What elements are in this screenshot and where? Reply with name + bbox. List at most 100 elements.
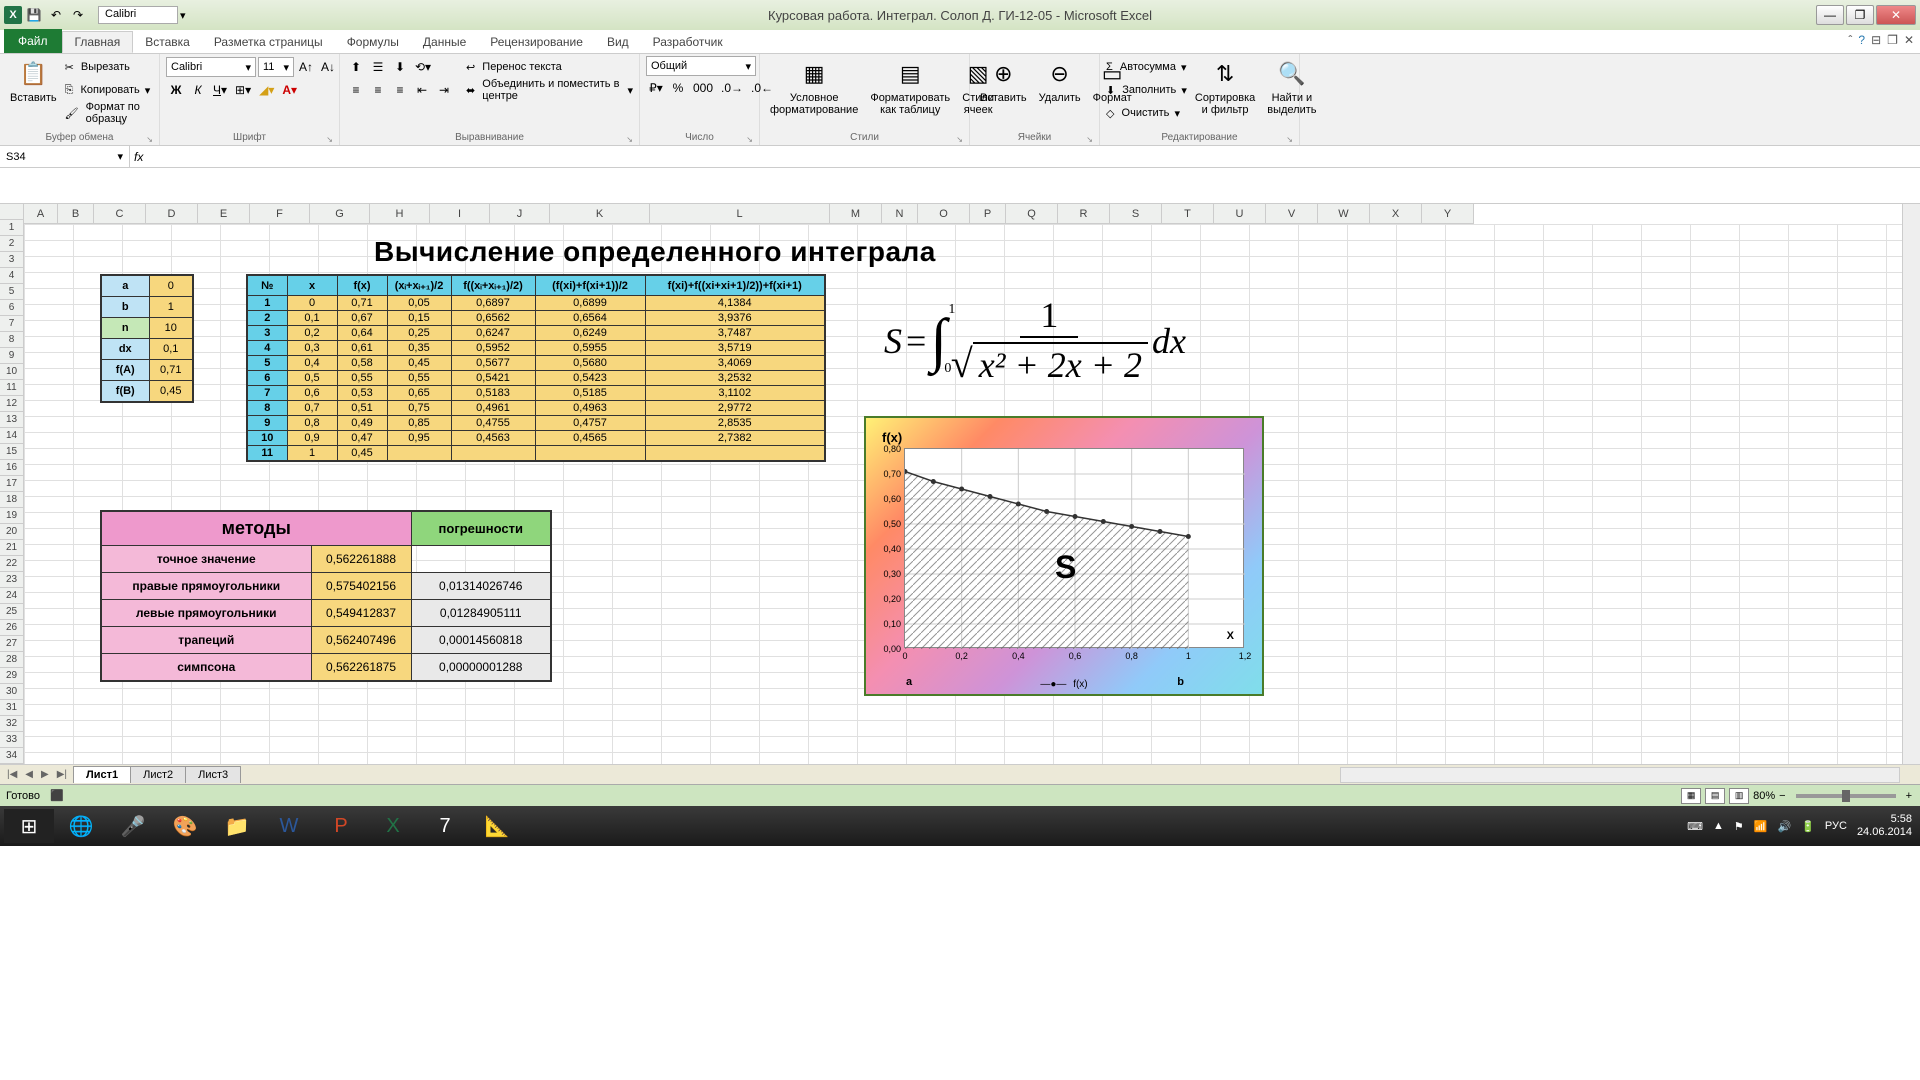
align-left-icon[interactable]: ≡ bbox=[346, 80, 366, 100]
tray-clock[interactable]: 5:58 24.06.2014 bbox=[1857, 813, 1912, 839]
row-header[interactable]: 29 bbox=[0, 668, 24, 684]
select-all-corner[interactable] bbox=[0, 204, 24, 220]
currency-icon[interactable]: ₽▾ bbox=[646, 78, 666, 98]
fx-icon[interactable]: fx bbox=[134, 150, 143, 164]
zoom-out-icon[interactable]: − bbox=[1779, 790, 1785, 802]
row-header[interactable]: 6 bbox=[0, 300, 24, 316]
row-header[interactable]: 31 bbox=[0, 700, 24, 716]
ribbon-tab-2[interactable]: Разметка страницы bbox=[202, 31, 335, 53]
indent-inc-icon[interactable]: ⇥ bbox=[434, 80, 454, 100]
close-button[interactable]: ✕ bbox=[1876, 5, 1916, 25]
wrap-text-button[interactable]: ↩ Перенос текста bbox=[466, 56, 633, 78]
col-header[interactable]: U bbox=[1214, 204, 1266, 224]
page-break-view-icon[interactable]: ▥ bbox=[1729, 788, 1749, 804]
normal-view-icon[interactable]: ▦ bbox=[1681, 788, 1701, 804]
col-header[interactable]: S bbox=[1110, 204, 1162, 224]
row-header[interactable]: 8 bbox=[0, 332, 24, 348]
taskbar-powerpoint-icon[interactable]: P bbox=[316, 809, 366, 843]
delete-cells-button[interactable]: ⊖Удалить bbox=[1035, 56, 1085, 106]
sheet-nav-last-icon[interactable]: ▶| bbox=[54, 769, 70, 780]
col-header[interactable]: Y bbox=[1422, 204, 1474, 224]
align-center-icon[interactable]: ≡ bbox=[368, 80, 388, 100]
maximize-button[interactable]: ❐ bbox=[1846, 5, 1874, 25]
find-select-button[interactable]: 🔍Найти и выделить bbox=[1263, 56, 1320, 118]
font-color-button[interactable]: A▾ bbox=[279, 80, 300, 100]
formula-input[interactable] bbox=[151, 148, 1916, 166]
ribbon-option-icon[interactable]: ⊟ bbox=[1871, 33, 1881, 47]
indent-dec-icon[interactable]: ⇤ bbox=[412, 80, 432, 100]
col-header[interactable]: G bbox=[310, 204, 370, 224]
row-header[interactable]: 25 bbox=[0, 604, 24, 620]
row-header[interactable]: 7 bbox=[0, 316, 24, 332]
col-header[interactable]: F bbox=[250, 204, 310, 224]
paste-button[interactable]: 📋 Вставить bbox=[6, 56, 61, 106]
sheet-nav-next-icon[interactable]: ▶ bbox=[38, 769, 52, 780]
zoom-in-icon[interactable]: + bbox=[1906, 790, 1912, 802]
row-header[interactable]: 33 bbox=[0, 732, 24, 748]
taskbar-matlab-icon[interactable]: 📐 bbox=[472, 809, 522, 843]
row-header[interactable]: 5 bbox=[0, 284, 24, 300]
row-header[interactable]: 13 bbox=[0, 412, 24, 428]
number-format-combo[interactable]: Общий▾ bbox=[646, 56, 756, 76]
row-header[interactable]: 9 bbox=[0, 348, 24, 364]
align-right-icon[interactable]: ≡ bbox=[390, 80, 410, 100]
border-button[interactable]: ⊞▾ bbox=[232, 80, 254, 100]
horizontal-scrollbar[interactable] bbox=[1340, 767, 1900, 783]
col-header[interactable]: C bbox=[94, 204, 146, 224]
align-middle-icon[interactable]: ☰ bbox=[368, 57, 388, 77]
row-header[interactable]: 15 bbox=[0, 444, 24, 460]
tray-power-icon[interactable]: 🔋 bbox=[1801, 820, 1815, 833]
help-icon[interactable]: ? bbox=[1858, 33, 1865, 47]
minimize-button[interactable]: — bbox=[1816, 5, 1844, 25]
ribbon-tab-0[interactable]: Главная bbox=[62, 31, 134, 53]
row-header[interactable]: 34 bbox=[0, 748, 24, 764]
tray-volume-icon[interactable]: 🔊 bbox=[1778, 820, 1792, 833]
sort-filter-button[interactable]: ⇅Сортировка и фильтр bbox=[1191, 56, 1259, 118]
save-icon[interactable]: 💾 bbox=[24, 5, 44, 25]
row-header[interactable]: 17 bbox=[0, 476, 24, 492]
col-header[interactable]: X bbox=[1370, 204, 1422, 224]
row-header[interactable]: 20 bbox=[0, 524, 24, 540]
col-header[interactable]: B bbox=[58, 204, 94, 224]
fill-color-button[interactable]: ◢▾ bbox=[256, 80, 277, 100]
row-header[interactable]: 21 bbox=[0, 540, 24, 556]
sheet-tab[interactable]: Лист2 bbox=[130, 766, 186, 783]
undo-icon[interactable]: ↶ bbox=[46, 5, 66, 25]
font-name-combo[interactable]: Calibri▾ bbox=[166, 57, 256, 77]
fill-button[interactable]: ⬇ Заполнить ▾ bbox=[1106, 79, 1187, 101]
col-header[interactable]: T bbox=[1162, 204, 1214, 224]
col-header[interactable]: I bbox=[430, 204, 490, 224]
row-header[interactable]: 26 bbox=[0, 620, 24, 636]
col-header[interactable]: Q bbox=[1006, 204, 1058, 224]
ribbon-tab-7[interactable]: Разработчик bbox=[641, 31, 735, 53]
row-header[interactable]: 16 bbox=[0, 460, 24, 476]
col-header[interactable]: O bbox=[918, 204, 970, 224]
start-button[interactable]: ⊞ bbox=[4, 809, 54, 843]
ribbon-tab-5[interactable]: Рецензирование bbox=[478, 31, 595, 53]
vertical-scrollbar[interactable] bbox=[1902, 204, 1920, 764]
row-header[interactable]: 23 bbox=[0, 572, 24, 588]
col-header[interactable]: A bbox=[24, 204, 58, 224]
row-header[interactable]: 28 bbox=[0, 652, 24, 668]
col-header[interactable]: W bbox=[1318, 204, 1370, 224]
autosum-button[interactable]: Σ Автосумма ▾ bbox=[1106, 56, 1187, 78]
col-header[interactable]: R bbox=[1058, 204, 1110, 224]
taskbar-app1-icon[interactable]: 🎤 bbox=[108, 809, 158, 843]
zoom-level[interactable]: 80% bbox=[1753, 790, 1775, 802]
macro-record-icon[interactable]: ⬛ bbox=[50, 789, 64, 802]
underline-button[interactable]: Ч▾ bbox=[210, 80, 230, 100]
row-header[interactable]: 4 bbox=[0, 268, 24, 284]
row-header[interactable]: 30 bbox=[0, 684, 24, 700]
conditional-format-button[interactable]: ▦Условное форматирование bbox=[766, 56, 862, 118]
bold-button[interactable]: Ж bbox=[166, 80, 186, 100]
col-header[interactable]: J bbox=[490, 204, 550, 224]
align-top-icon[interactable]: ⬆ bbox=[346, 57, 366, 77]
redo-icon[interactable]: ↷ bbox=[68, 5, 88, 25]
zoom-slider[interactable] bbox=[1796, 794, 1896, 798]
taskbar-7zip-icon[interactable]: 7 bbox=[420, 809, 470, 843]
tray-keyboard-icon[interactable]: ⌨ bbox=[1687, 820, 1703, 833]
sheet-tab[interactable]: Лист1 bbox=[73, 766, 131, 783]
row-header[interactable]: 24 bbox=[0, 588, 24, 604]
col-header[interactable]: M bbox=[830, 204, 882, 224]
cut-button[interactable]: ✂ Вырезать bbox=[65, 56, 153, 78]
